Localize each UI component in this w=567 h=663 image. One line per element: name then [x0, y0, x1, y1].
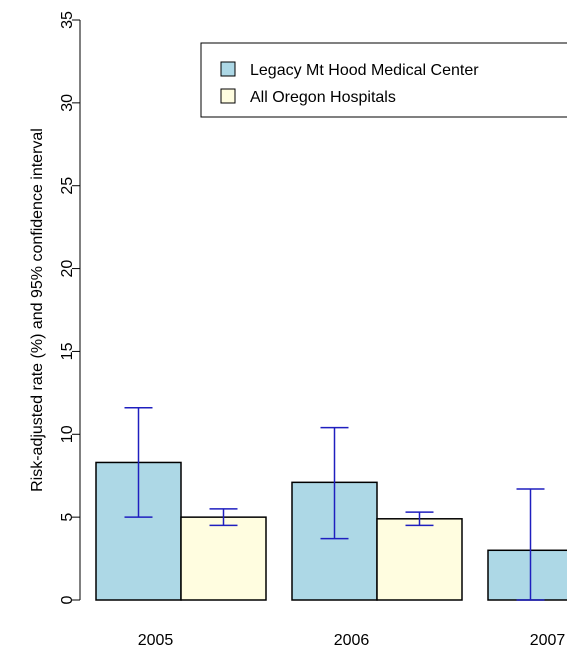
bar-all-oregon-2006 [377, 519, 462, 600]
y-tick-label: 5 [59, 513, 76, 522]
y-tick-label: 0 [59, 595, 76, 604]
y-axis: 0 5 10 15 20 25 30 35 [59, 11, 80, 604]
y-axis-title: Risk-adjusted rate (%) and 95% confidenc… [29, 128, 46, 492]
x-tick-label-2005: 2005 [138, 632, 174, 649]
y-tick-label: 25 [59, 177, 76, 195]
x-tick-label-2006: 2006 [334, 632, 370, 649]
y-tick-label: 35 [59, 11, 76, 29]
y-tick-label: 10 [59, 425, 76, 443]
y-tick-label: 15 [59, 342, 76, 360]
x-tick-labels: 2005 2006 2007 [138, 632, 566, 649]
legend-label: Legacy Mt Hood Medical Center [250, 62, 479, 79]
bars-group [96, 462, 567, 600]
legend-swatch-legacy-mt-hood [221, 62, 235, 76]
bar-legacy-mt-hood-2007 [488, 550, 567, 600]
y-tick-label: 30 [59, 94, 76, 112]
y-tick-label: 20 [59, 260, 76, 278]
legend-swatch-all-oregon [221, 89, 235, 103]
legend-label: All Oregon Hospitals [250, 89, 396, 106]
x-tick-label-2007: 2007 [530, 632, 566, 649]
bar-all-oregon-2005 [181, 517, 266, 600]
legend: Legacy Mt Hood Medical Center All Oregon … [201, 43, 567, 117]
